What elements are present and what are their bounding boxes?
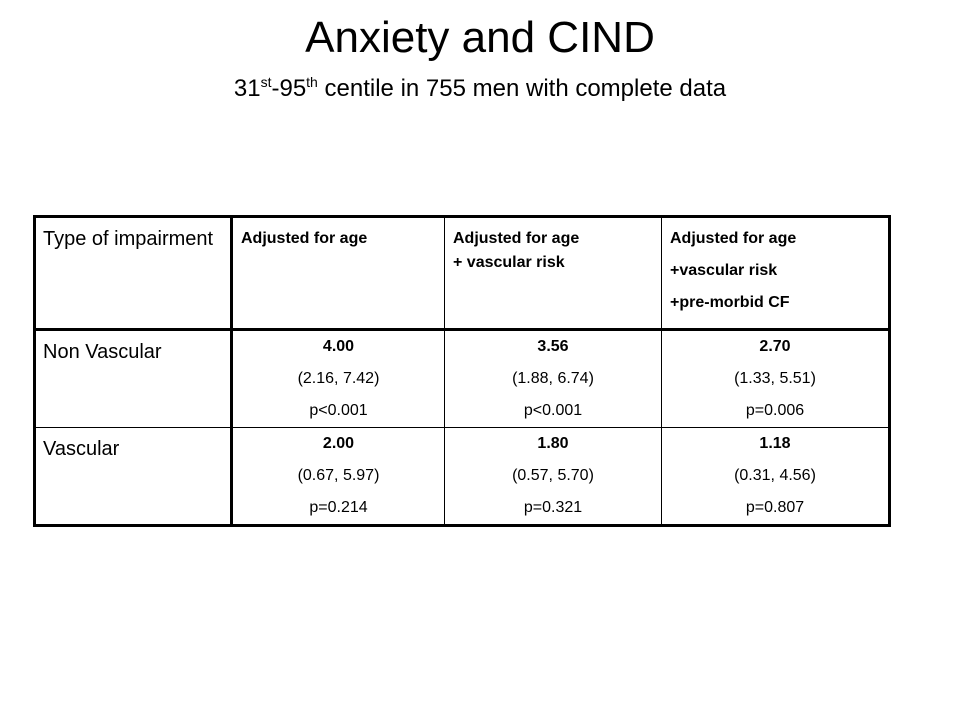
header-col3-line1: Adjusted for age xyxy=(670,230,797,247)
confidence-interval: (0.67, 5.97) xyxy=(297,467,380,484)
value-cell: 2.00 (0.67, 5.97) p=0.214 xyxy=(231,427,445,526)
row-label-cell: Vascular xyxy=(34,427,233,526)
p-value: p<0.001 xyxy=(309,402,368,419)
row-label-cell: Non Vascular xyxy=(34,329,233,428)
p-value: p=0.214 xyxy=(309,499,368,516)
header-type-of-impairment: Type of impairment xyxy=(43,228,214,250)
row-label: Vascular xyxy=(43,438,120,460)
header-cell-age: Adjusted for age xyxy=(231,216,445,331)
header-col2-line1: Adjusted for age xyxy=(453,230,580,247)
p-value: p<0.001 xyxy=(523,402,583,419)
header-adjusted-age-vascular: Adjusted for age + vascular risk xyxy=(445,218,661,275)
results-table: Type of impairment Adjusted for age Adju… xyxy=(33,215,891,527)
slide-title: Anxiety and CIND xyxy=(305,13,655,62)
p-value: p=0.321 xyxy=(523,499,583,516)
header-cell-age-vascular-cf: Adjusted for age +vascular risk +pre-mor… xyxy=(661,216,890,331)
header-cell-age-vascular: Adjusted for age + vascular risk xyxy=(444,216,662,331)
estimate: 1.18 xyxy=(759,435,791,452)
value-cell: 3.56 (1.88, 6.74) p<0.001 xyxy=(444,329,662,428)
slide-subtitle: 31st-95th centile in 755 men with comple… xyxy=(0,74,960,104)
value-cell: 1.80 (0.57, 5.70) p=0.321 xyxy=(444,427,662,526)
estimate: 1.80 xyxy=(537,435,569,452)
header-col2-line2: + vascular risk xyxy=(453,254,565,271)
confidence-interval: (2.16, 7.42) xyxy=(297,370,380,387)
value-cell: 4.00 (2.16, 7.42) p<0.001 xyxy=(231,329,445,428)
estimate: 3.56 xyxy=(537,338,569,355)
estimate: 4.00 xyxy=(322,338,355,355)
subtitle-end-suffix: th xyxy=(306,74,318,90)
row-label: Non Vascular xyxy=(43,341,162,363)
table-header-row: Type of impairment Adjusted for age Adju… xyxy=(34,216,890,331)
header-cell-type: Type of impairment xyxy=(34,216,233,331)
estimate: 2.00 xyxy=(322,435,355,452)
p-value: p=0.006 xyxy=(745,402,805,419)
confidence-interval: (1.33, 5.51) xyxy=(734,370,816,387)
subtitle-start-centile: 31 xyxy=(233,75,261,102)
header-col3-line2: +vascular risk xyxy=(670,262,778,279)
p-value: p=0.807 xyxy=(745,499,805,516)
header-adjusted-age: Adjusted for age xyxy=(241,230,368,247)
header-col3-line3: +pre-morbid CF xyxy=(670,294,790,311)
confidence-interval: (0.57, 5.70) xyxy=(512,467,594,484)
confidence-interval: (0.31, 4.56) xyxy=(734,467,816,484)
subtitle-text: centile in 755 men with complete data xyxy=(317,75,727,102)
header-adjusted-age-vascular-cf: Adjusted for age +vascular risk +pre-mor… xyxy=(662,218,888,319)
estimate: 2.70 xyxy=(759,338,791,355)
subtitle-start-suffix: st xyxy=(260,74,272,90)
subtitle-end-centile: -95 xyxy=(271,75,307,102)
table-row: Vascular 2.00 (0.67, 5.97) p=0.214 1.80 … xyxy=(34,427,890,526)
value-cell: 1.18 (0.31, 4.56) p=0.807 xyxy=(661,427,890,526)
value-cell: 2.70 (1.33, 5.51) p=0.006 xyxy=(661,329,890,428)
confidence-interval: (1.88, 6.74) xyxy=(512,370,594,387)
table-row: Non Vascular 4.00 (2.16, 7.42) p<0.001 3… xyxy=(34,329,890,428)
